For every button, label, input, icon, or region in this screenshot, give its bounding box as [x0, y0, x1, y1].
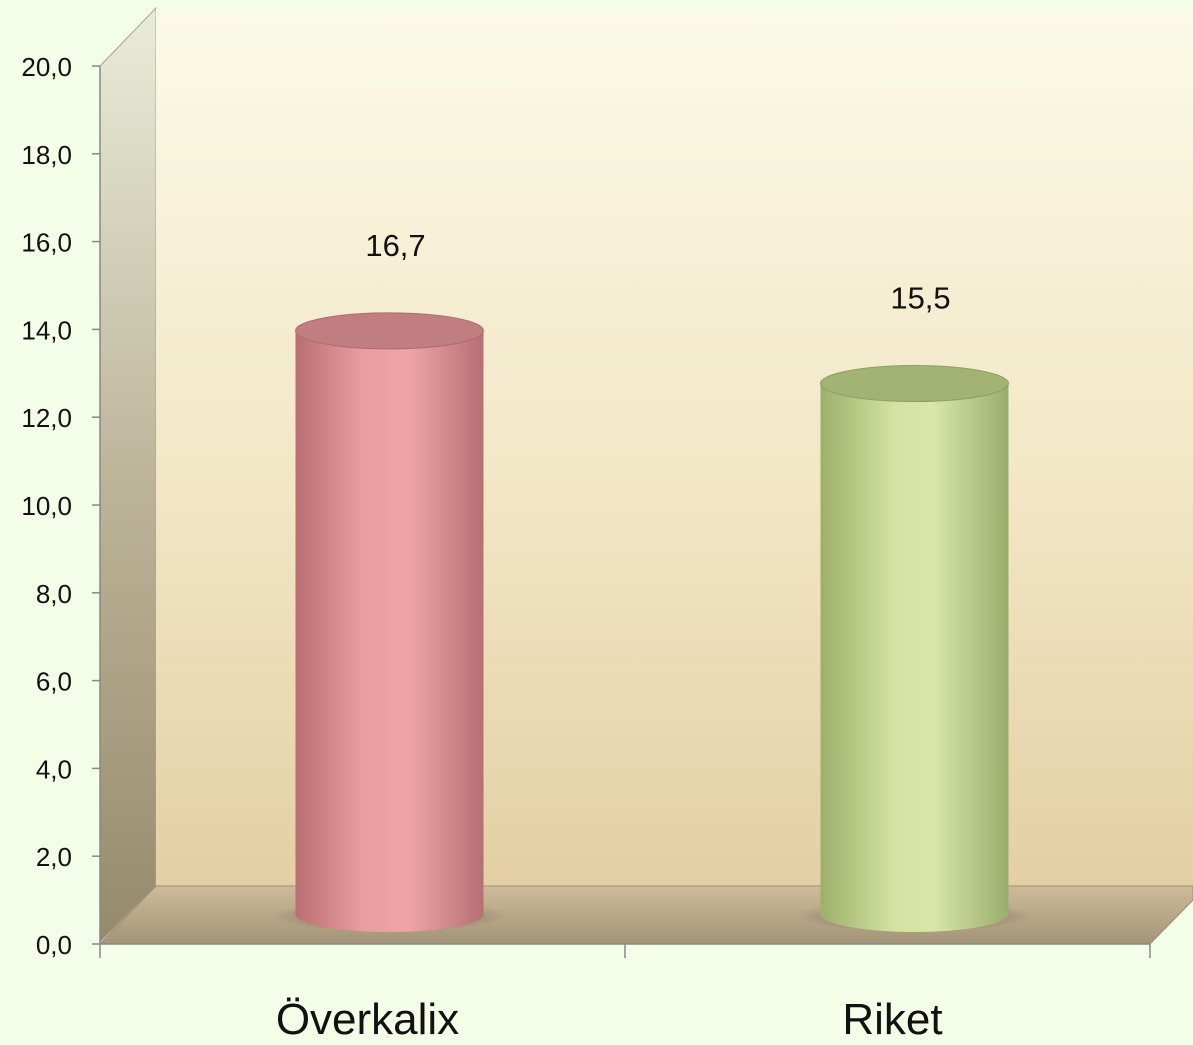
y-tick-label: 0,0 — [36, 930, 72, 960]
category-label: Överkalix — [276, 995, 459, 1040]
y-tick-label: 20,0 — [21, 52, 72, 82]
y-tick-label: 10,0 — [21, 491, 72, 521]
bar-body — [295, 330, 484, 932]
y-axis-ticks: 0,0 2,0 4,0 6,0 8,0 10,0 12,0 14,0 16,0 18,0 20,0 — [21, 52, 100, 960]
data-label: 15,5 — [890, 281, 950, 316]
y-tick-label: 8,0 — [36, 579, 72, 609]
chart-side-wall — [99, 6, 157, 944]
y-tick-label: 2,0 — [36, 842, 72, 872]
bar-series: 16,7 15,5 — [273, 228, 1031, 932]
y-tick-label: 16,0 — [21, 228, 72, 258]
bar-body — [820, 383, 1009, 932]
y-tick-label: 18,0 — [21, 140, 72, 170]
bar: 16,7 — [273, 228, 506, 932]
bar-top-cap — [295, 312, 484, 350]
category-label: Riket — [842, 995, 942, 1040]
y-tick-label: 14,0 — [21, 315, 72, 345]
y-tick-label: 4,0 — [36, 754, 72, 784]
data-label: 16,7 — [365, 228, 425, 263]
y-tick-label: 12,0 — [21, 403, 72, 433]
x-axis-ticks — [99, 944, 1151, 958]
bar-top-cap — [820, 365, 1009, 403]
category-labels: Överkalix Riket — [276, 995, 943, 1044]
y-tick-label: 6,0 — [36, 667, 72, 697]
bar: 15,5 — [798, 281, 1031, 932]
